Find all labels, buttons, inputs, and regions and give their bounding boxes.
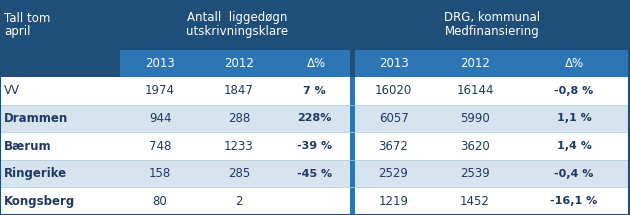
Text: 2013: 2013 <box>379 57 408 70</box>
Text: VV: VV <box>4 84 20 97</box>
Text: DRG, kommunal: DRG, kommunal <box>444 11 541 25</box>
Text: 7 %: 7 % <box>303 86 326 96</box>
Text: Bærum: Bærum <box>4 140 52 152</box>
Bar <box>278 50 355 77</box>
Bar <box>350 132 355 160</box>
Bar <box>0 77 630 105</box>
Bar <box>350 105 355 132</box>
Text: 1974: 1974 <box>145 84 175 97</box>
Text: 748: 748 <box>149 140 171 152</box>
Text: Δ%: Δ% <box>307 57 326 70</box>
Text: 2012: 2012 <box>224 57 254 70</box>
Text: 228%: 228% <box>297 113 331 123</box>
Text: 1,4 %: 1,4 % <box>556 141 592 151</box>
Text: 158: 158 <box>149 167 171 180</box>
Text: -0,4 %: -0,4 % <box>554 169 593 179</box>
Bar <box>518 50 630 77</box>
Text: Ringerike: Ringerike <box>4 167 67 180</box>
Bar <box>0 50 120 77</box>
Bar <box>350 187 355 215</box>
Text: Tall tom: Tall tom <box>4 12 50 26</box>
Text: Kongsberg: Kongsberg <box>4 195 75 208</box>
Text: utskrivningsklare: utskrivningsklare <box>186 26 289 38</box>
Text: april: april <box>4 25 30 37</box>
Bar <box>0 187 630 215</box>
Text: Antall  liggedøgn: Antall liggedøgn <box>187 11 288 25</box>
Text: 2012: 2012 <box>460 57 490 70</box>
Text: -0,8 %: -0,8 % <box>554 86 593 96</box>
Text: Medfinansiering: Medfinansiering <box>445 26 540 38</box>
Text: 1,1 %: 1,1 % <box>557 113 592 123</box>
Text: Drammen: Drammen <box>4 112 68 125</box>
Bar <box>355 50 432 77</box>
Text: 1452: 1452 <box>460 195 490 208</box>
Text: 288: 288 <box>228 112 250 125</box>
Bar <box>0 160 630 187</box>
Text: 944: 944 <box>149 112 171 125</box>
Bar <box>350 160 355 187</box>
Bar <box>0 0 355 50</box>
Bar <box>355 0 630 50</box>
Text: -45 %: -45 % <box>297 169 332 179</box>
Text: 2529: 2529 <box>379 167 408 180</box>
Bar <box>350 0 355 77</box>
Text: 2013: 2013 <box>145 57 175 70</box>
Bar <box>0 105 630 132</box>
Text: 285: 285 <box>228 167 250 180</box>
Text: 16144: 16144 <box>456 84 494 97</box>
Bar <box>432 50 518 77</box>
Text: 2539: 2539 <box>460 167 490 180</box>
Text: -16,1 %: -16,1 % <box>551 196 598 206</box>
Text: Δ%: Δ% <box>564 57 583 70</box>
Text: 1233: 1233 <box>224 140 254 152</box>
Text: 1219: 1219 <box>379 195 408 208</box>
Text: -39 %: -39 % <box>297 141 332 151</box>
Bar <box>0 132 630 160</box>
Bar <box>355 50 432 77</box>
Text: 80: 80 <box>152 195 168 208</box>
Bar <box>120 50 200 77</box>
Text: 5990: 5990 <box>460 112 490 125</box>
Text: 3620: 3620 <box>460 140 490 152</box>
Text: 1847: 1847 <box>224 84 254 97</box>
Bar <box>350 77 355 105</box>
Text: 16020: 16020 <box>375 84 412 97</box>
Text: 3672: 3672 <box>379 140 408 152</box>
Text: 6057: 6057 <box>379 112 408 125</box>
Bar <box>200 50 278 77</box>
Text: 2: 2 <box>235 195 243 208</box>
